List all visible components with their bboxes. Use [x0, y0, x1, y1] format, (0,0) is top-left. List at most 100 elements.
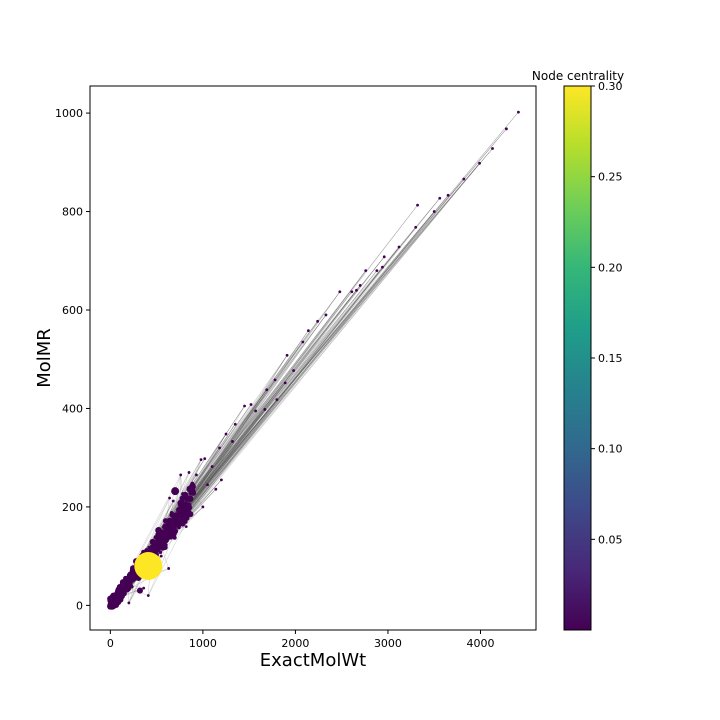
node — [306, 329, 310, 333]
edge — [190, 285, 361, 494]
node — [285, 353, 289, 357]
node — [380, 265, 384, 269]
node — [169, 532, 176, 539]
edge — [187, 341, 303, 500]
edge — [158, 291, 340, 544]
node — [168, 496, 171, 500]
y-tick-label: 200 — [62, 501, 83, 514]
node — [233, 422, 237, 426]
node — [438, 196, 442, 200]
node — [160, 537, 166, 543]
edge — [143, 111, 519, 562]
x-tick-label: 2000 — [281, 637, 309, 650]
colorbar-tick-label: 0.20 — [598, 261, 623, 274]
edge — [156, 211, 435, 545]
edge — [175, 382, 286, 532]
y-tick-label: 800 — [62, 206, 83, 219]
hub-node — [134, 552, 163, 580]
node — [517, 110, 520, 114]
x-axis-ticks: 0 1000 2000 3000 4000 — [107, 630, 494, 650]
node — [203, 457, 207, 461]
edge — [161, 148, 493, 541]
colorbar-tick-label: 0.30 — [598, 80, 623, 93]
edge — [177, 148, 493, 517]
node — [324, 313, 328, 317]
node — [358, 283, 362, 287]
edge — [154, 211, 435, 556]
node — [432, 210, 436, 213]
node — [283, 381, 287, 385]
colorbar-tick-label: 0.05 — [598, 533, 623, 546]
edge — [158, 270, 377, 551]
edge — [167, 459, 202, 522]
node — [316, 319, 320, 323]
y-axis-label: MolMR — [34, 328, 55, 388]
edge — [162, 178, 464, 544]
edge — [153, 256, 385, 553]
node — [231, 440, 234, 443]
edge — [157, 198, 440, 542]
node — [108, 604, 113, 609]
node — [159, 554, 163, 558]
edge — [186, 195, 449, 515]
node — [273, 378, 277, 382]
node — [188, 507, 192, 511]
edge — [133, 128, 507, 571]
node — [364, 269, 368, 273]
node — [153, 540, 160, 547]
node — [219, 478, 223, 482]
edge — [165, 291, 340, 521]
node — [210, 465, 214, 468]
colorbar-ticks: 0.05 0.10 0.15 0.20 0.25 0.30 — [591, 80, 623, 546]
node — [187, 471, 191, 474]
node — [462, 177, 466, 181]
edge — [146, 195, 449, 551]
colorbar-tick-label: 0.15 — [598, 352, 623, 365]
node — [190, 490, 197, 496]
nodes — [107, 110, 520, 610]
y-axis-ticks: 0 200 400 600 800 1000 — [55, 107, 90, 612]
edge — [185, 382, 286, 506]
node — [107, 596, 115, 604]
edge — [168, 314, 327, 534]
node — [224, 432, 228, 436]
edge — [161, 285, 361, 548]
node — [243, 404, 246, 408]
node — [166, 535, 170, 538]
edge — [161, 163, 480, 544]
node — [115, 588, 121, 594]
node — [184, 496, 190, 502]
node — [190, 481, 195, 486]
node — [254, 409, 258, 413]
node — [397, 245, 401, 249]
node — [350, 290, 354, 294]
edge — [165, 267, 383, 546]
colorbar-tick-label: 0.25 — [598, 171, 623, 184]
x-tick-label: 0 — [107, 637, 114, 650]
node — [142, 586, 146, 590]
node — [153, 535, 158, 540]
node — [338, 290, 342, 294]
colorbar-title: Node centrality — [532, 69, 624, 83]
plot-area — [107, 110, 520, 610]
node — [162, 518, 169, 524]
node — [195, 473, 198, 477]
node — [180, 521, 186, 527]
edge — [178, 267, 383, 526]
node — [150, 548, 155, 553]
node — [165, 527, 173, 535]
edge — [135, 163, 480, 570]
edge — [167, 290, 357, 538]
node — [155, 527, 162, 534]
edge — [188, 405, 245, 506]
plot-frame — [89, 85, 537, 631]
edge — [178, 128, 507, 523]
node — [491, 147, 494, 150]
node — [446, 193, 450, 197]
node — [157, 536, 161, 540]
hub-node — [171, 487, 180, 496]
node — [126, 584, 131, 589]
edge — [178, 382, 286, 523]
edge — [169, 256, 385, 526]
